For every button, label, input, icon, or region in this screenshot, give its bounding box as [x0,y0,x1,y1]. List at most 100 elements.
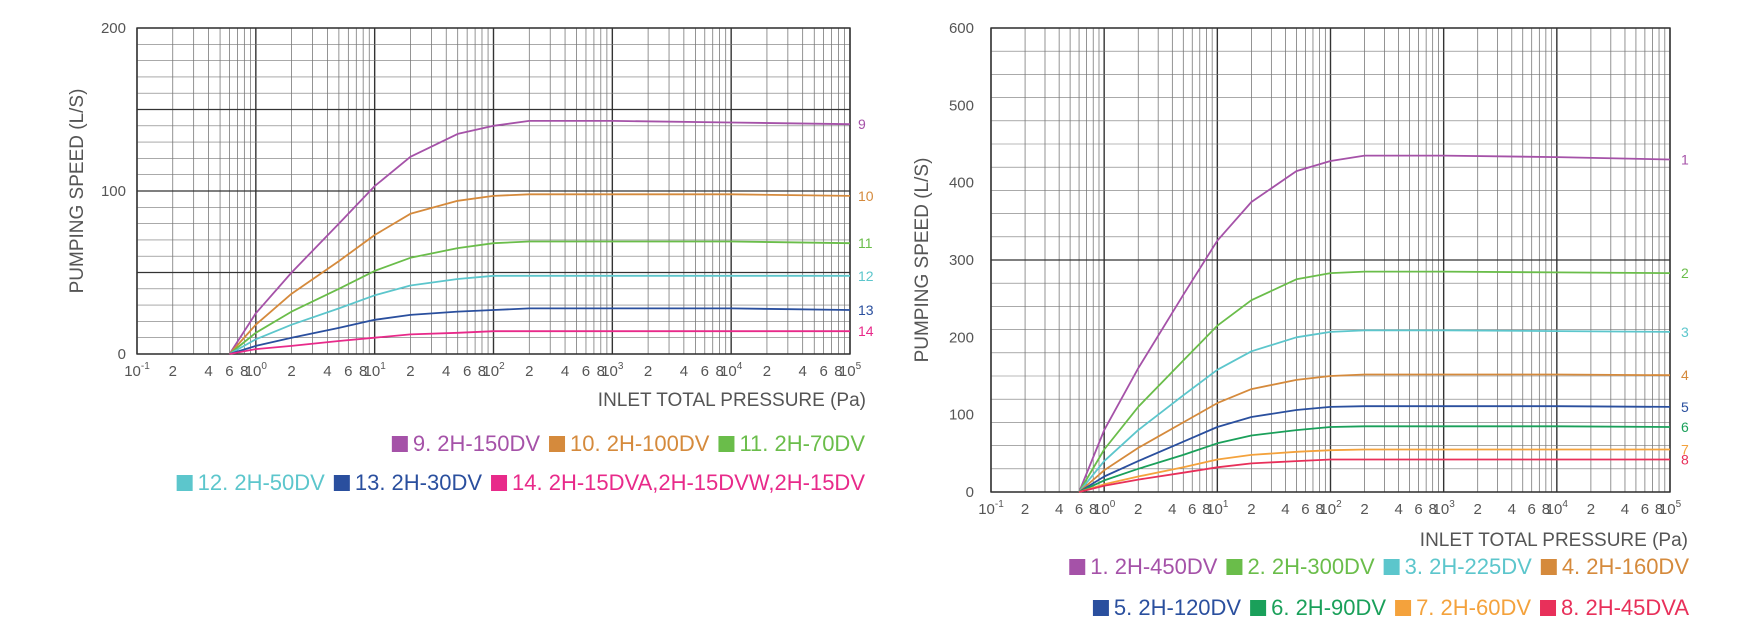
x-tick-label: 104 [1546,499,1569,518]
x-tick-label: 103 [601,361,624,380]
x-tick-label: 10-1 [978,499,1004,518]
legend-label: 5. 2H-120DV [1114,595,1242,620]
legend-label: 8. 2H-45DVA [1561,595,1689,620]
legend-label: 4. 2H-160DV [1562,554,1690,579]
x-tick-label: 104 [720,361,743,380]
legend-swatch [718,436,735,452]
x-tick-label: 103 [1433,499,1456,518]
series-line [1078,154,1671,493]
x-tick-label: 6 [701,363,709,380]
x-tick-label: 105 [839,361,862,380]
legend-label: 2. 2H-300DV [1247,554,1375,579]
legend-row: 5. 2H-120DV 6. 2H-90DV 7. 2H-60DV 8. 2H-45D… [1092,595,1689,620]
x-tick-label: 4 [1621,501,1629,518]
legend-swatch [549,436,566,452]
legend-swatch [1383,559,1400,575]
series-line [1078,373,1671,493]
x-tick-label: 6 [1301,501,1309,518]
legend-label: 12. 2H-50DV [198,470,326,495]
legend-swatch [391,436,408,452]
x-tick-label: 4 [561,363,569,380]
series-end-label: 5 [1681,399,1689,415]
series-line [1078,329,1671,493]
y-tick-label: 100 [101,183,126,200]
legend-swatch [1092,600,1109,616]
series-end-label: 8 [1681,452,1689,468]
legend-swatch [1250,600,1267,616]
x-tick-label: 2 [169,363,177,380]
legend-label: 9. 2H-150DV [413,431,541,456]
x-tick-label: 6 [1414,501,1422,518]
x-tick-label: 6 [344,363,352,380]
plot-frame [990,27,1671,493]
x-tick-label: 4 [1394,501,1402,518]
series-end-label: 1 [1681,151,1689,167]
x-tick-label: 8 [359,363,367,380]
legend-label: 14. 2H-15DVA,2H-15DVW,2H-15DV [512,470,865,495]
y-axis-label: PUMPING SPEED (L/S) [67,89,88,294]
x-tick-label: 8 [834,363,842,380]
legend-swatch [1226,559,1243,575]
y-tick-label: 0 [966,484,974,501]
y-tick-label: 300 [949,252,974,269]
x-axis-label: INLET TOTAL PRESSURE (Pa) [1420,530,1688,551]
x-tick-label: 4 [323,363,331,380]
x-tick-label: 101 [1206,499,1229,518]
x-tick-label: 6 [1641,501,1649,518]
x-tick-label: 10-1 [124,361,150,380]
series-end-label: 6 [1681,419,1689,435]
series-line [1078,448,1670,493]
legend-swatch [176,475,193,491]
y-tick-label: 600 [949,20,974,37]
y-tick-label: 200 [949,329,974,346]
x-tick-label: 6 [819,363,827,380]
x-tick-label: 105 [1659,499,1682,518]
series-line [229,307,851,355]
series-line [228,120,851,355]
x-tick-label: 2 [1587,501,1595,518]
series-end-label: 2 [1681,265,1689,281]
x-tick-label: 2 [763,363,771,380]
y-tick-label: 100 [949,407,974,424]
y-tick-label: 0 [118,346,126,363]
x-tick-label: 4 [1055,501,1063,518]
series-line [1078,270,1671,493]
x-axis-label: INLET TOTAL PRESSURE (Pa) [598,390,866,411]
x-tick-label: 2 [1247,501,1255,518]
legend-label: 13. 2H-30DV [355,470,483,495]
legend-swatch [333,475,350,491]
x-tick-label: 4 [204,363,212,380]
series-end-label: 10 [858,188,874,204]
x-tick-label: 8 [1202,501,1210,518]
series-end-label: 4 [1681,367,1689,383]
x-tick-label: 8 [1429,501,1437,518]
legend-label: 1. 2H-450DV [1090,554,1218,579]
x-tick-label: 6 [463,363,471,380]
series-end-label: 11 [858,235,873,251]
series-line [229,274,850,355]
x-tick-label: 6 [225,363,233,380]
x-tick-label: 8 [715,363,723,380]
x-tick-label: 8 [1089,501,1097,518]
x-tick-label: 4 [680,363,688,380]
x-tick-label: 4 [1281,501,1289,518]
series-end-label: 14 [858,323,874,339]
x-tick-label: 8 [1315,501,1323,518]
y-axis-label: PUMPING SPEED (L/S) [912,158,933,363]
series-line [228,193,851,355]
series-line [228,240,851,355]
x-tick-label: 2 [1134,501,1142,518]
y-tick-label: 500 [949,97,974,114]
y-tick-label: 400 [949,175,974,192]
legend-swatch [491,475,508,491]
x-tick-label: 2 [406,363,414,380]
x-tick-label: 4 [1508,501,1516,518]
series-line [1078,458,1670,493]
legend-swatch [1540,600,1557,616]
x-tick-label: 6 [582,363,590,380]
legend-row: 12. 2H-50DV 13. 2H-30DV 14. 2H-15DVA,2H-15… [176,470,865,495]
series-end-label: 3 [1681,324,1689,340]
